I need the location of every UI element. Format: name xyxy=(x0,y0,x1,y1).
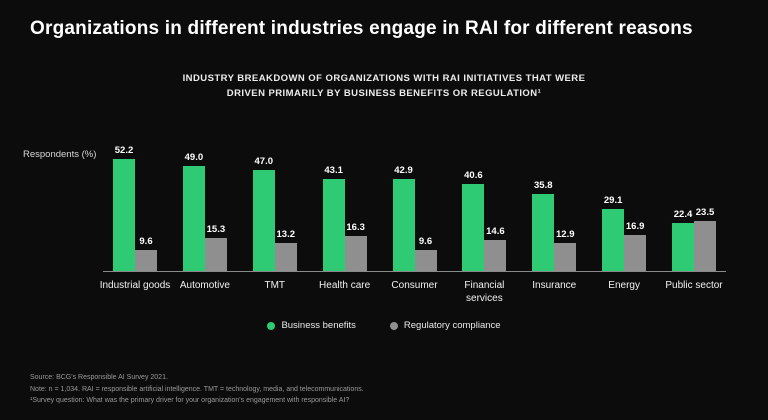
value-label: 23.5 xyxy=(695,207,715,219)
value-label: 49.0 xyxy=(184,152,204,164)
bar-pair: 22.4 23.5 xyxy=(672,207,716,272)
value-label: 43.1 xyxy=(324,165,343,177)
bar-pair: 49.0 15.3 xyxy=(182,152,227,272)
bar-group: 35.8 12.9 Insurance xyxy=(532,180,577,291)
value-label: 47.0 xyxy=(254,156,274,168)
bar-unit: 14.6 xyxy=(484,226,507,272)
category-label: TMT xyxy=(264,280,286,292)
plot-area: 52.2 9.6 Industrial goods 49.0 15.3 Automotiv… xyxy=(100,141,726,304)
value-label: 9.6 xyxy=(418,236,433,248)
value-label: 12.9 xyxy=(556,229,575,241)
bar-pair: 40.6 14.6 xyxy=(462,170,507,272)
bar-regulatory-compliance xyxy=(204,238,227,272)
bar-unit: 52.2 xyxy=(113,145,135,272)
bar-business-benefits xyxy=(182,166,205,272)
bar-pair: 42.9 9.6 xyxy=(392,165,437,272)
category-label: Consumer xyxy=(391,280,438,292)
bar-group: 52.2 9.6 Industrial goods xyxy=(100,145,171,291)
y-axis-label: Respondents (%) xyxy=(23,149,97,161)
value-label: 16.3 xyxy=(346,222,365,234)
bar-unit: 13.2 xyxy=(274,229,297,272)
footnotes: Source: BCG's Responsible AI Survey 2021… xyxy=(30,372,364,406)
value-label: 22.4 xyxy=(673,209,693,221)
bar-regulatory-compliance xyxy=(484,240,507,272)
bar-unit: 40.6 xyxy=(462,170,485,272)
legend-label-regulatory-compliance: Regulatory compliance xyxy=(403,320,501,332)
bar-business-benefits xyxy=(532,194,555,272)
value-label: 29.1 xyxy=(603,195,623,207)
legend-item-regulatory-compliance: Regulatory compliance xyxy=(389,320,501,332)
bar-pair: 29.1 16.9 xyxy=(602,195,647,272)
bar-unit: 29.1 xyxy=(602,195,625,272)
bar-unit: 16.3 xyxy=(344,222,367,272)
bar-unit: 49.0 xyxy=(182,152,205,272)
bar-unit: 35.8 xyxy=(532,180,555,272)
legend-label-business-benefits: Business benefits xyxy=(281,320,356,332)
bar-unit: 15.3 xyxy=(204,224,227,272)
legend-item-business-benefits: Business benefits xyxy=(267,320,356,332)
category-label: Health care xyxy=(319,280,371,292)
bar-unit: 9.6 xyxy=(135,236,157,272)
category-label: Industrial goods xyxy=(99,280,171,292)
legend: Business benefits Regulatory compliance xyxy=(0,320,768,331)
bar-group: 40.6 14.6 Financial services xyxy=(462,170,507,304)
bar-business-benefits xyxy=(602,209,625,272)
bar-group: 49.0 15.3 Automotive xyxy=(180,152,230,291)
value-label: 42.9 xyxy=(394,165,413,177)
category-label: Public sector xyxy=(665,280,723,292)
chart-subtitle: INDUSTRY BREAKDOWN OF ORGANIZATIONS WITH… xyxy=(0,72,768,101)
category-label: Automotive xyxy=(179,280,230,292)
bar-pair: 52.2 9.6 xyxy=(113,145,157,272)
bar-regulatory-compliance xyxy=(274,243,297,272)
value-label: 16.9 xyxy=(625,221,645,233)
bar-business-benefits xyxy=(672,223,694,272)
bar-regulatory-compliance xyxy=(694,221,716,272)
page-title: Organizations in different industries en… xyxy=(30,18,693,39)
bar-group: 22.4 23.5 Public sector xyxy=(665,207,722,291)
bar-unit: 42.9 xyxy=(392,165,415,272)
value-label: 52.2 xyxy=(114,145,134,157)
bar-pair: 35.8 12.9 xyxy=(532,180,577,272)
legend-dot-business-benefits-icon xyxy=(267,321,276,330)
category-label: Insurance xyxy=(532,280,577,292)
bar-group: 43.1 16.3 Health care xyxy=(319,165,370,291)
chart: Respondents (%) 52.2 9.6 Industrial goods 4… xyxy=(23,141,726,304)
bar-pair: 47.0 13.2 xyxy=(252,156,297,272)
bar-regulatory-compliance xyxy=(414,250,437,272)
footnote-note: Note: n = 1,034. RAI = responsible artif… xyxy=(30,385,364,393)
value-label: 40.6 xyxy=(464,170,483,182)
bar-regulatory-compliance xyxy=(554,243,577,272)
footnote-source: Source: BCG's Responsible AI Survey 2021… xyxy=(30,374,168,382)
bar-unit: 47.0 xyxy=(252,156,275,272)
bar-group: 42.9 9.6 Consumer xyxy=(391,165,437,291)
bar-unit: 12.9 xyxy=(554,229,577,272)
bar-business-benefits xyxy=(462,184,485,272)
category-label: Financial services xyxy=(464,280,505,305)
value-label: 14.6 xyxy=(486,226,505,238)
bar-group: 29.1 16.9 Energy xyxy=(602,195,647,291)
bar-business-benefits xyxy=(252,170,275,272)
chart-subtitle-line-2: DRIVEN PRIMARILY BY BUSINESS BENEFITS OR… xyxy=(226,87,542,99)
value-label: 35.8 xyxy=(534,180,553,192)
bar-unit: 23.5 xyxy=(694,207,716,272)
bar-unit: 22.4 xyxy=(672,209,694,272)
bar-regulatory-compliance xyxy=(624,235,647,272)
bar-pair: 43.1 16.3 xyxy=(322,165,367,272)
bar-group: 47.0 13.2 TMT xyxy=(252,156,297,291)
bar-unit: 9.6 xyxy=(414,236,437,272)
bar-business-benefits xyxy=(322,179,345,272)
bar-regulatory-compliance xyxy=(344,236,367,272)
bar-business-benefits xyxy=(392,179,415,272)
bar-unit: 43.1 xyxy=(322,165,345,272)
legend-dot-regulatory-compliance-icon xyxy=(389,321,398,330)
bar-business-benefits xyxy=(113,159,135,272)
bar-regulatory-compliance xyxy=(135,250,157,272)
category-label: Energy xyxy=(608,280,640,292)
footnote-survey-question: ¹Survey question: What was the primary d… xyxy=(30,396,350,404)
value-label: 9.6 xyxy=(139,236,153,248)
chart-subtitle-line-1: INDUSTRY BREAKDOWN OF ORGANIZATIONS WITH… xyxy=(182,73,586,84)
value-label: 13.2 xyxy=(276,229,296,241)
bar-unit: 16.9 xyxy=(624,221,647,272)
value-label: 15.3 xyxy=(206,224,226,236)
